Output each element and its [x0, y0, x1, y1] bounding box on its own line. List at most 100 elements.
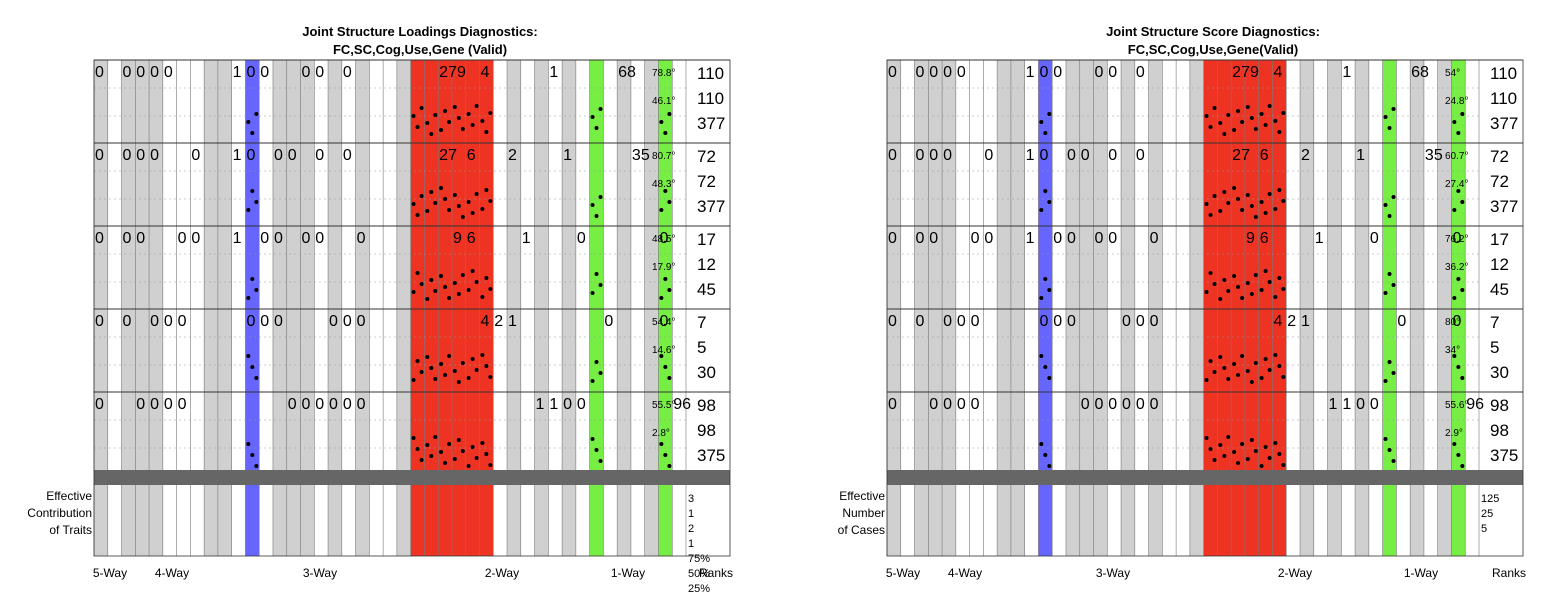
bottom-column: [1368, 485, 1383, 556]
data-point: [598, 107, 603, 111]
data-point: [1259, 288, 1264, 292]
data-point: [1222, 366, 1227, 370]
data-point: [470, 211, 475, 215]
grid-column: [259, 60, 273, 470]
cell-count: 0: [164, 64, 173, 81]
data-point: [659, 208, 664, 212]
data-point: [667, 112, 672, 116]
cell-count: 35: [632, 147, 650, 164]
data-point: [425, 121, 430, 125]
bottom-column: [1176, 485, 1190, 556]
cell-count: 0: [302, 396, 311, 413]
cell-count: 1: [508, 313, 517, 330]
data-point: [411, 436, 416, 440]
cell-count: 0: [943, 396, 952, 413]
cell-count: 0: [916, 230, 925, 247]
grid-column: [1300, 60, 1314, 470]
grid-column: [1065, 60, 1080, 470]
bottom-column: [107, 485, 122, 556]
rank-value: 17: [697, 230, 716, 249]
data-point: [415, 359, 420, 363]
cell-count: 0: [916, 64, 925, 81]
grid-column: [1410, 60, 1424, 470]
cell-count: 0: [888, 230, 897, 247]
effective-label: of Cases: [838, 523, 885, 537]
cell-count: 1: [1329, 396, 1338, 413]
grid-column: [1189, 60, 1204, 470]
cell-count: 96: [673, 396, 691, 413]
data-point: [1039, 354, 1044, 358]
grid-column: [465, 60, 480, 470]
bottom-column: [1451, 485, 1466, 556]
bottom-column: [300, 485, 315, 556]
data-point: [1218, 209, 1223, 213]
data-point: [1253, 215, 1258, 219]
cell-count: 1: [233, 230, 242, 247]
data-point: [246, 208, 251, 212]
cell-count: 0: [659, 313, 668, 330]
group-label: 1-Way: [1404, 566, 1438, 580]
cell-count: 0: [1039, 147, 1048, 164]
data-point: [590, 115, 595, 119]
data-point: [1253, 273, 1258, 277]
bottom-column: [575, 485, 590, 556]
data-point: [439, 128, 444, 132]
cell-count: 0: [1067, 313, 1076, 330]
grid-column: [1368, 60, 1383, 470]
cell-count: 0: [1081, 147, 1090, 164]
data-point: [1236, 461, 1241, 465]
bottom-annotation: 50%: [688, 568, 710, 580]
data-point: [1281, 199, 1286, 203]
data-point: [1452, 296, 1457, 300]
data-point: [1253, 127, 1258, 131]
data-point: [246, 120, 251, 124]
data-point: [484, 364, 489, 368]
cell-count: 0: [164, 396, 173, 413]
cell-count: 0: [343, 147, 352, 164]
data-point: [1039, 296, 1044, 300]
cell-count: 0: [659, 230, 668, 247]
cell-count: 0: [260, 313, 269, 330]
data-point: [1267, 280, 1272, 284]
cell-count: 0: [178, 396, 187, 413]
cell-count: 0: [1053, 64, 1062, 81]
cell-count: 0: [1370, 396, 1379, 413]
cell-count: 0: [1039, 64, 1048, 81]
bottom-annotation: 5: [1481, 523, 1487, 535]
data-point: [1456, 189, 1461, 193]
data-point: [1240, 208, 1245, 212]
cell-count: 0: [302, 64, 311, 81]
bottom-column: [149, 485, 163, 556]
grid-column: [617, 60, 631, 470]
data-point: [598, 371, 603, 375]
grid-column: [1121, 60, 1135, 470]
panel-title-line1: Joint Structure Score Diagnostics:: [1106, 24, 1320, 39]
data-point: [1236, 109, 1241, 113]
data-point: [659, 354, 664, 358]
grid-column: [300, 60, 315, 470]
data-point: [433, 113, 438, 117]
bottom-annotation: 3: [688, 493, 694, 505]
cell-count: 6: [1260, 147, 1269, 164]
rank-value: 30: [697, 363, 716, 382]
bottom-annotation: 2: [688, 523, 694, 535]
grid-column: [1203, 60, 1218, 470]
angle-label: 80°: [1445, 317, 1460, 328]
angle-label: 60.7°: [1445, 151, 1468, 162]
data-point: [1460, 112, 1465, 116]
grid-column: [410, 60, 425, 470]
grid-column: [1382, 60, 1397, 470]
bottom-column: [1286, 485, 1301, 556]
bottom-column: [562, 485, 576, 556]
panel-title-line2: FC,SC,Cog,Use,Gene (Valid): [333, 42, 507, 57]
grid-column: [1231, 60, 1245, 470]
rank-value: 72: [697, 172, 716, 191]
cell-count: 0: [274, 147, 283, 164]
bottom-column: [1107, 485, 1122, 556]
data-point: [594, 448, 599, 452]
data-point: [466, 376, 471, 380]
data-point: [1043, 277, 1048, 281]
data-point: [1039, 442, 1044, 446]
data-point: [598, 459, 603, 463]
cell-count: 279: [1232, 64, 1259, 81]
